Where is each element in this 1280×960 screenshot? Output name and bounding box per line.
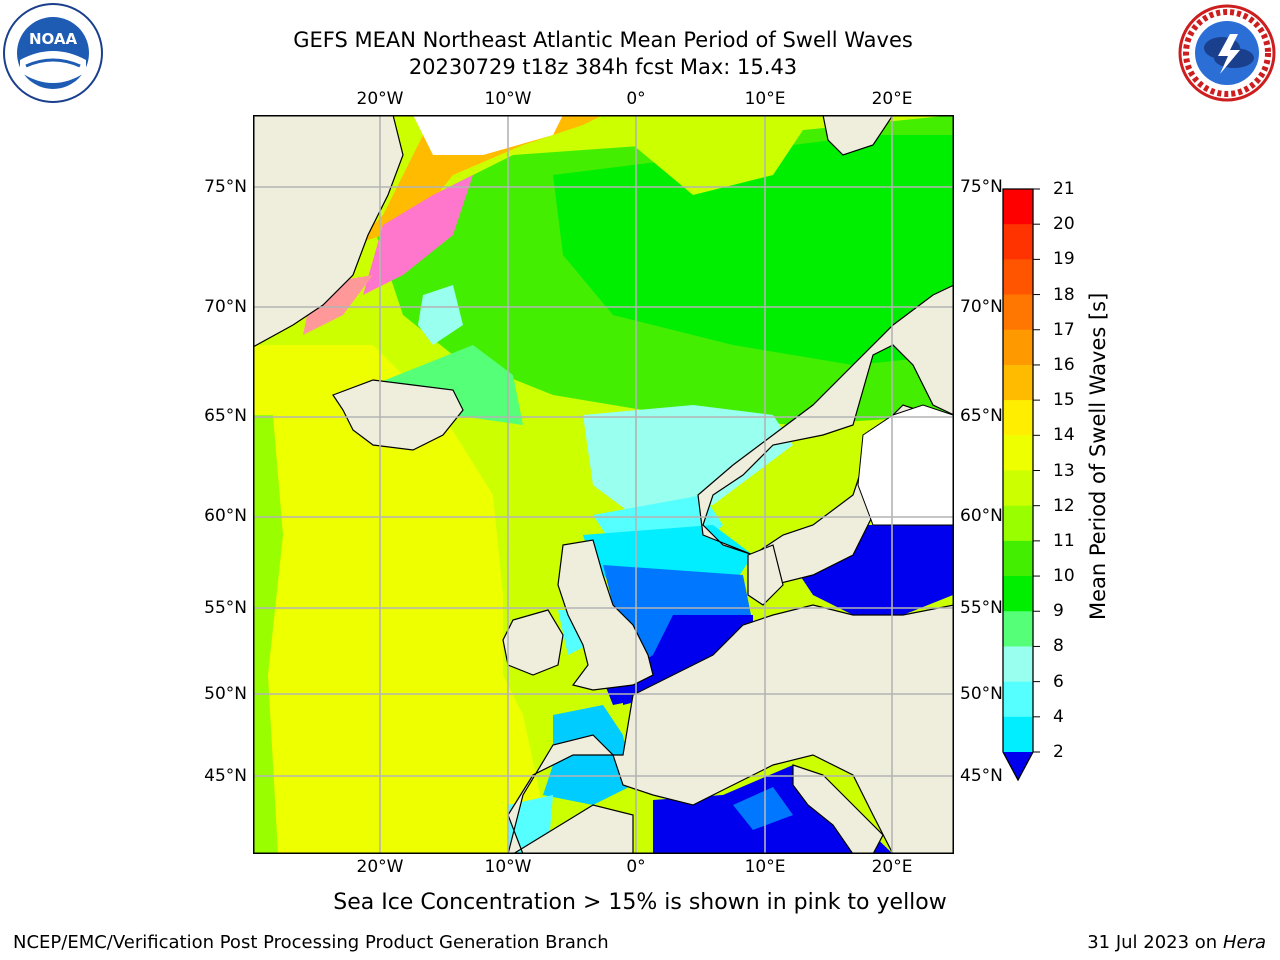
sea-ice-caption: Sea Ice Concentration > 15% is shown in … bbox=[333, 890, 947, 915]
colorbar-band bbox=[1003, 189, 1033, 225]
colorbar-band bbox=[1003, 329, 1033, 366]
colorbar-band bbox=[1003, 540, 1033, 577]
colorbar-tick-label: 4 bbox=[1053, 706, 1064, 727]
colorbar-tick-label: 14 bbox=[1053, 425, 1075, 446]
footer-date: 31 Jul 2023 on Hera bbox=[1087, 932, 1266, 953]
lat-label-left-55n: 55°N bbox=[204, 598, 247, 618]
lon-label-top-10e: 10°E bbox=[744, 89, 786, 109]
footer-date-text: 31 Jul 2023 on bbox=[1087, 932, 1223, 953]
colorbar-tick-label: 6 bbox=[1053, 671, 1064, 692]
colorbar-tick-label: 9 bbox=[1053, 601, 1064, 622]
lat-label-right-45n: 45°N bbox=[960, 766, 1003, 786]
colorbar-tick-label: 12 bbox=[1053, 495, 1075, 516]
colorbar-tick-label: 11 bbox=[1053, 530, 1075, 551]
map-subtitle: 20230729 t18z 384h fcst Max: 15.43 bbox=[408, 55, 798, 79]
lat-label-left-45n: 45°N bbox=[204, 766, 247, 786]
sea-ice-white bbox=[413, 115, 563, 155]
colorbar-band bbox=[1003, 646, 1033, 683]
lat-label-left-65n: 65°N bbox=[204, 406, 247, 426]
colorbar-tick-label: 10 bbox=[1053, 566, 1075, 587]
lat-label-right-50n: 50°N bbox=[960, 684, 1003, 704]
colorbar-tick-label: 21 bbox=[1053, 179, 1075, 199]
lat-label-right-75n: 75°N bbox=[960, 177, 1003, 197]
colorbar-tick-label: 18 bbox=[1053, 284, 1075, 305]
lon-label-top-20w: 20°W bbox=[356, 89, 404, 109]
swell-band-12s bbox=[253, 415, 283, 854]
map-frame bbox=[253, 115, 954, 854]
map-panel bbox=[253, 115, 954, 854]
colorbar-tick-label: 2 bbox=[1053, 742, 1064, 762]
land-iceland bbox=[332, 379, 464, 451]
colorbar-tick-labels: 21 20 19 18 17 16 15 14 13 12 11 10 9 8 6 4 2 bbox=[1052, 179, 1092, 785]
lon-label-bottom-0: 0° bbox=[626, 857, 646, 877]
colorbar-band bbox=[1003, 400, 1033, 436]
lon-label-bottom-10w: 10°W bbox=[484, 857, 532, 877]
svg-text:NOAA: NOAA bbox=[29, 30, 78, 48]
colorbar-band bbox=[1003, 681, 1033, 718]
lat-label-right-65n: 65°N bbox=[960, 406, 1003, 426]
colorbar bbox=[1000, 185, 1050, 785]
land-ireland bbox=[502, 609, 564, 676]
colorbar-band bbox=[1003, 435, 1033, 471]
colorbar-band bbox=[1003, 505, 1033, 542]
land-continental-europe bbox=[507, 604, 954, 854]
land-great-britain bbox=[557, 539, 654, 691]
colorbar-tick-label: 16 bbox=[1053, 354, 1075, 375]
colorbar-tick-label: 15 bbox=[1053, 390, 1075, 411]
colorbar-band bbox=[1003, 611, 1033, 647]
lon-label-top-10w: 10°W bbox=[484, 89, 532, 109]
swell-band-mediterranean-patch bbox=[733, 787, 793, 830]
lon-label-top-20e: 20°E bbox=[871, 89, 913, 109]
lat-label-right-70n: 70°N bbox=[960, 297, 1003, 317]
colorbar-band bbox=[1003, 364, 1033, 401]
lon-label-bottom-20e: 20°E bbox=[871, 857, 913, 877]
map-title: GEFS MEAN Northeast Atlantic Mean Period… bbox=[293, 28, 913, 52]
colorbar-tick-label: 19 bbox=[1053, 249, 1075, 270]
swell-band-14s bbox=[253, 345, 553, 854]
colorbar-band bbox=[1003, 224, 1033, 260]
colorbar-under-triangle bbox=[1003, 752, 1033, 780]
nws-logo-icon bbox=[1178, 4, 1276, 102]
colorbar-tick-label: 13 bbox=[1053, 460, 1075, 481]
lon-label-top-0: 0° bbox=[626, 89, 646, 109]
lat-label-left-50n: 50°N bbox=[204, 684, 247, 704]
lon-label-bottom-20w: 20°W bbox=[356, 857, 404, 877]
colorbar-band bbox=[1003, 470, 1033, 507]
colorbar-frame bbox=[1002, 188, 1034, 782]
colorbar-band bbox=[1003, 294, 1033, 331]
lat-label-right-55n: 55°N bbox=[960, 598, 1003, 618]
land-italy bbox=[792, 764, 884, 854]
map-gridlines bbox=[253, 115, 954, 854]
sea-ice-pink bbox=[363, 175, 473, 295]
land-svalbard bbox=[822, 115, 894, 156]
land-greenland bbox=[253, 115, 404, 348]
colorbar-band bbox=[1003, 576, 1033, 612]
lon-label-bottom-10e: 10°E bbox=[744, 857, 786, 877]
lat-label-left-60n: 60°N bbox=[204, 506, 247, 526]
swell-band-8s-iceland bbox=[418, 285, 463, 345]
colorbar-tick-label: 8 bbox=[1053, 636, 1064, 657]
swell-patch-north bbox=[633, 115, 813, 195]
colorbar-band bbox=[1003, 716, 1033, 753]
colorbar-tick-label: 17 bbox=[1053, 319, 1075, 340]
footer-credit: NCEP/EMC/Verification Post Processing Pr… bbox=[13, 932, 609, 953]
lat-label-left-75n: 75°N bbox=[204, 177, 247, 197]
colorbar-tick-label: 20 bbox=[1053, 214, 1075, 235]
lat-label-right-60n: 60°N bbox=[960, 506, 1003, 526]
lat-label-left-70n: 70°N bbox=[204, 297, 247, 317]
colorbar-label: Mean Period of Swell Waves [s] bbox=[1086, 292, 1110, 620]
noaa-logo-icon: NOAA bbox=[2, 2, 104, 104]
footer-host: Hera bbox=[1222, 932, 1266, 953]
colorbar-band bbox=[1003, 259, 1033, 296]
